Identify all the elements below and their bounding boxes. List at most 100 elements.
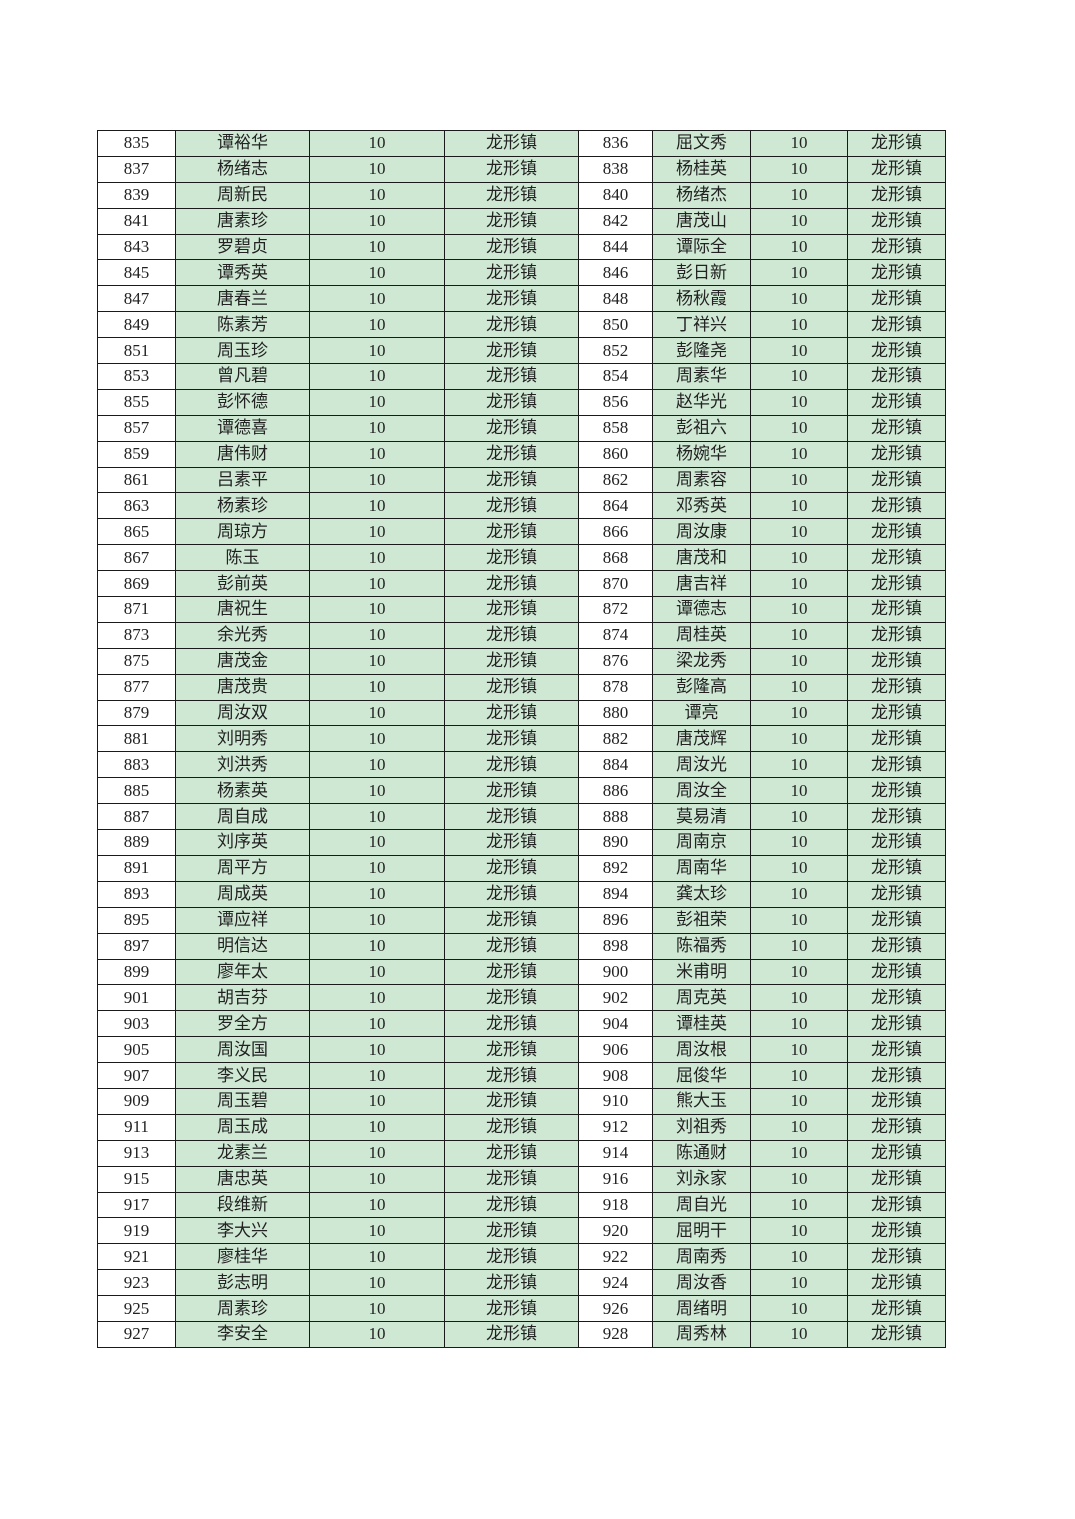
cell-id: 867 <box>97 544 176 572</box>
cell-amount: 10 <box>750 1139 848 1167</box>
cell-town: 龙形镇 <box>444 337 579 365</box>
table-row: 909 周玉碧 10 龙形镇 910 熊大玉 10 龙形镇 <box>97 1087 946 1115</box>
cell-town: 龙形镇 <box>847 440 946 468</box>
cell-name: 杨绪杰 <box>652 181 751 209</box>
cell-amount: 10 <box>309 1269 445 1297</box>
cell-town: 龙形镇 <box>847 466 946 494</box>
cell-town: 龙形镇 <box>444 854 579 882</box>
cell-town: 龙形镇 <box>847 1269 946 1297</box>
cell-name: 谭应祥 <box>175 906 310 934</box>
cell-name: 周玉成 <box>175 1113 310 1141</box>
table-row: 913 龙素兰 10 龙形镇 914 陈通财 10 龙形镇 <box>97 1139 946 1167</box>
cell-town: 龙形镇 <box>847 311 946 339</box>
cell-name: 周素容 <box>652 466 751 494</box>
cell-id: 889 <box>97 829 176 856</box>
cell-town: 龙形镇 <box>847 1139 946 1167</box>
table-row: 839 周新民 10 龙形镇 840 杨绪杰 10 龙形镇 <box>97 181 946 209</box>
cell-town: 龙形镇 <box>847 1217 946 1245</box>
cell-amount: 10 <box>309 906 445 934</box>
cell-id: 905 <box>97 1036 176 1064</box>
cell-town: 龙形镇 <box>444 803 579 831</box>
cell-name: 屈明干 <box>652 1217 751 1245</box>
cell-id: 912 <box>578 1113 653 1141</box>
cell-amount: 10 <box>750 596 848 623</box>
cell-town: 龙形镇 <box>847 1320 946 1348</box>
cell-amount: 10 <box>309 1139 445 1167</box>
cell-amount: 10 <box>309 130 445 157</box>
table-row: 923 彭志明 10 龙形镇 924 周汝香 10 龙形镇 <box>97 1269 946 1297</box>
cell-name: 谭亮 <box>652 699 751 727</box>
cell-town: 龙形镇 <box>847 1036 946 1064</box>
cell-name: 谭桂英 <box>652 1010 751 1038</box>
cell-town: 龙形镇 <box>847 673 946 701</box>
cell-town: 龙形镇 <box>444 673 579 701</box>
cell-town: 龙形镇 <box>847 337 946 365</box>
cell-id: 850 <box>578 311 653 339</box>
cell-id: 858 <box>578 414 653 442</box>
cell-town: 龙形镇 <box>444 1087 579 1115</box>
cell-id: 928 <box>578 1320 653 1348</box>
cell-town: 龙形镇 <box>444 130 579 157</box>
cell-town: 龙形镇 <box>847 1087 946 1115</box>
cell-name: 周素华 <box>652 363 751 390</box>
cell-id: 872 <box>578 596 653 623</box>
cell-name: 屈俊华 <box>652 1062 751 1089</box>
cell-amount: 10 <box>309 259 445 287</box>
cell-town: 龙形镇 <box>444 932 579 960</box>
table-row: 863 杨素珍 10 龙形镇 864 邓秀英 10 龙形镇 <box>97 492 946 520</box>
cell-id: 859 <box>97 440 176 468</box>
cell-id: 871 <box>97 596 176 623</box>
cell-amount: 10 <box>750 570 848 598</box>
cell-id: 877 <box>97 673 176 701</box>
cell-amount: 10 <box>309 311 445 339</box>
cell-name: 陈通财 <box>652 1139 751 1167</box>
cell-amount: 10 <box>309 958 445 986</box>
cell-name: 周汝根 <box>652 1036 751 1064</box>
table-row: 891 周平方 10 龙形镇 892 周南华 10 龙形镇 <box>97 854 946 882</box>
cell-amount: 10 <box>750 259 848 287</box>
cell-amount: 10 <box>750 181 848 209</box>
cell-name: 周克英 <box>652 984 751 1012</box>
cell-amount: 10 <box>309 647 445 675</box>
cell-town: 龙形镇 <box>847 285 946 313</box>
cell-id: 906 <box>578 1036 653 1064</box>
cell-name: 廖年太 <box>175 958 310 986</box>
cell-amount: 10 <box>309 414 445 442</box>
cell-amount: 10 <box>750 699 848 727</box>
cell-town: 龙形镇 <box>444 1139 579 1167</box>
cell-name: 周桂英 <box>652 621 751 649</box>
cell-town: 龙形镇 <box>847 1191 946 1219</box>
cell-id: 890 <box>578 829 653 856</box>
cell-amount: 10 <box>309 1243 445 1271</box>
cell-name: 周汝香 <box>652 1269 751 1297</box>
cell-town: 龙形镇 <box>847 1243 946 1271</box>
table-row: 887 周自成 10 龙形镇 888 莫易清 10 龙形镇 <box>97 803 946 831</box>
cell-id: 866 <box>578 518 653 546</box>
table-row: 905 周汝国 10 龙形镇 906 周汝根 10 龙形镇 <box>97 1036 946 1064</box>
cell-town: 龙形镇 <box>847 570 946 598</box>
cell-town: 龙形镇 <box>847 621 946 649</box>
cell-town: 龙形镇 <box>847 259 946 287</box>
cell-name: 赵华光 <box>652 388 751 416</box>
cell-town: 龙形镇 <box>847 363 946 390</box>
cell-name: 刘祖秀 <box>652 1113 751 1141</box>
cell-amount: 10 <box>750 1113 848 1141</box>
cell-amount: 10 <box>309 673 445 701</box>
cell-id: 847 <box>97 285 176 313</box>
cell-town: 龙形镇 <box>444 1113 579 1141</box>
cell-name: 段维新 <box>175 1191 310 1219</box>
cell-id: 837 <box>97 155 176 183</box>
cell-name: 周南华 <box>652 854 751 882</box>
cell-amount: 10 <box>309 1087 445 1115</box>
cell-id: 887 <box>97 803 176 831</box>
cell-town: 龙形镇 <box>444 1191 579 1219</box>
cell-id: 885 <box>97 777 176 805</box>
cell-name: 李大兴 <box>175 1217 310 1245</box>
cell-id: 861 <box>97 466 176 494</box>
cell-id: 896 <box>578 906 653 934</box>
cell-id: 875 <box>97 647 176 675</box>
cell-id: 842 <box>578 207 653 235</box>
cell-amount: 10 <box>309 880 445 908</box>
cell-id: 898 <box>578 932 653 960</box>
table-row: 869 彭前英 10 龙形镇 870 唐吉祥 10 龙形镇 <box>97 570 946 598</box>
